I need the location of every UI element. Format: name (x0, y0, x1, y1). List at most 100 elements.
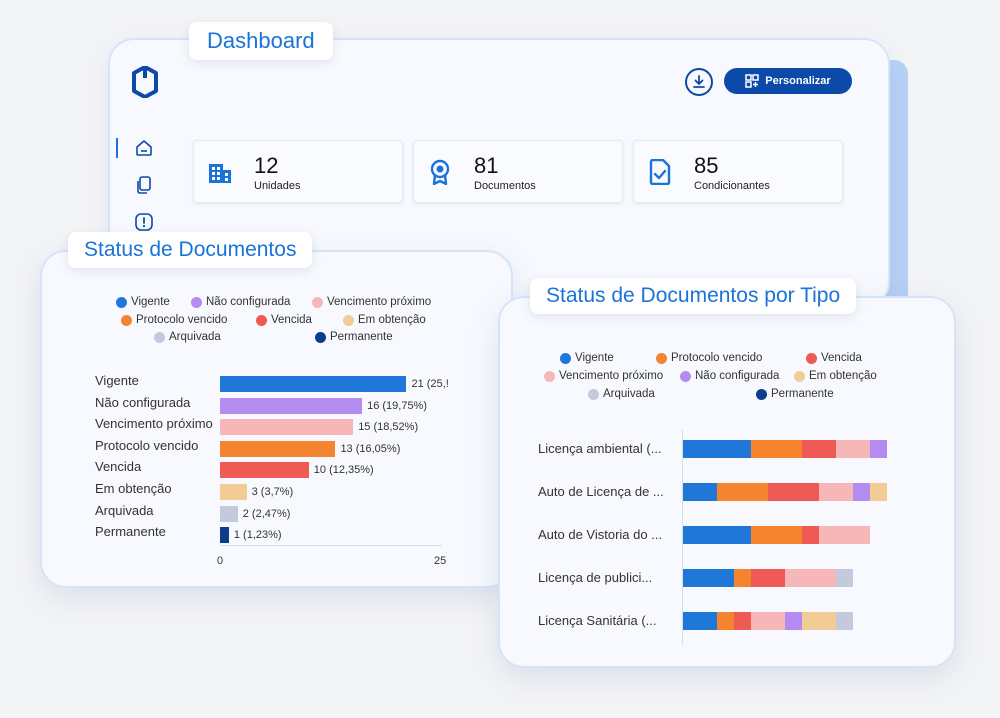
stat-card-condicionantes[interactable]: 85 Condicionantes (633, 140, 843, 203)
bar-nao-configurada (220, 397, 363, 414)
bar-segment-nao-configurada (870, 440, 887, 458)
bar-segment-vigente (683, 440, 751, 458)
legend-dot (315, 331, 326, 343)
bar-label-vencimento-proximo: Vencimento próximo (95, 416, 213, 432)
legend-label: Protocolo vencido (136, 314, 228, 326)
download-button[interactable] (685, 68, 713, 96)
legend-dot (656, 352, 667, 364)
status-panel-title: Status de Documentos (68, 232, 313, 268)
category-label: Licença ambiental (... (538, 441, 662, 456)
legend-dot (794, 370, 805, 382)
bar-segment-vencida (802, 526, 819, 544)
stat-card-documentos[interactable]: 81 Documentos (413, 140, 623, 203)
bar-value-label: 3 (3,7%) (251, 486, 294, 498)
legend-label: Vigente (131, 296, 170, 308)
legend-dot (588, 388, 599, 400)
page-title: Dashboard (189, 22, 333, 60)
legend-label: Protocolo vencido (671, 352, 763, 364)
documents-icon[interactable] (134, 175, 154, 195)
bar-value-label: 16 (19,75%) (367, 399, 428, 412)
type-panel-title: Status de Documentos por Tipo (530, 278, 857, 314)
bar-segment-vencimento-proximo (785, 569, 836, 587)
bar-label-arquivada: Arquivada (95, 502, 154, 518)
bar-label-nao-configurada: Não configurada (95, 394, 191, 410)
legend-item-protocolo-vencido: Protocolo vencido (656, 352, 762, 364)
bar-vencimento-proximo (220, 419, 354, 436)
legend-item-nao-configurada: Não configurada (680, 370, 779, 382)
legend-dot (756, 388, 767, 400)
bar-value-label: 13 (16,05%) (340, 442, 401, 455)
bar-segment-vigente (683, 483, 717, 501)
stat-card-unidades[interactable]: 12 Unidades (193, 140, 403, 203)
legend-item-vencimento-proximo: Vencimento próximo (312, 296, 431, 308)
legend-label: Vencimento próximo (327, 296, 432, 308)
bar-em-obtencao (220, 484, 247, 500)
legend-dot (256, 314, 267, 326)
x-axis-tick: 25 (434, 555, 447, 567)
bar-label-vencida: Vencida (95, 459, 142, 475)
legend-dot (191, 296, 202, 308)
y-axis-line (682, 430, 683, 645)
legend-label: Permanente (330, 331, 393, 343)
bar-label-permanente: Permanente (95, 524, 166, 540)
bar-segment-arquivada (836, 569, 853, 587)
legend-label: Arquivada (603, 388, 655, 400)
bar-segment-protocolo-vencido (717, 612, 734, 630)
bar-vigente (220, 376, 407, 392)
bar-label-em-obtencao: Em obtenção (95, 481, 172, 496)
legend-label: Não configurada (206, 296, 291, 308)
bar-segment-vencimento-proximo (819, 526, 870, 544)
bar-segment-protocolo-vencido (734, 569, 751, 587)
bar-segment-vigente (683, 569, 734, 587)
legend-label: Em obtenção (358, 314, 426, 326)
x-axis-tick: 0 (217, 555, 224, 567)
bar-segment-protocolo-vencido (717, 483, 768, 501)
legend-dot (121, 314, 132, 326)
bar-segment-arquivada (836, 612, 853, 630)
legend-dot (544, 370, 555, 382)
legend-item-em-obtencao: Em obtenção (794, 370, 877, 382)
category-label: Auto de Licença de ... (538, 484, 664, 499)
grid-plus-icon (745, 74, 760, 88)
legend-item-vencimento-proximo: Vencimento próximo (544, 370, 663, 382)
building-icon (209, 164, 231, 183)
legend-item-arquivada: Arquivada (588, 388, 655, 400)
bar-arquivada (220, 505, 238, 522)
stat-label: Unidades (254, 180, 301, 192)
bar-segment-vencida (734, 612, 751, 630)
x-axis-line (220, 545, 442, 546)
legend-label: Em obtenção (809, 370, 877, 382)
legend-dot (312, 296, 323, 308)
legend-item-vencida: Vencida (806, 352, 862, 364)
bar-segment-nao-configurada (785, 612, 802, 630)
personalize-button[interactable]: Personalizar (724, 68, 852, 94)
legend-label: Vencimento próximo (559, 370, 664, 382)
bar-value-label: 15 (18,52%) (358, 421, 419, 434)
bar-label-protocolo-vencido: Protocolo vencido (95, 437, 199, 453)
bar-segment-vigente (683, 612, 717, 630)
alert-icon[interactable] (134, 212, 154, 232)
badge-icon (430, 159, 450, 185)
stat-label: Documentos (474, 180, 536, 192)
bar-protocolo-vencido (220, 440, 336, 457)
legend-item-protocolo-vencido: Protocolo vencido (121, 314, 227, 326)
bar-label-vigente: Vigente (95, 373, 139, 388)
category-label: Auto de Vistoria do ... (538, 527, 663, 542)
home-icon[interactable] (134, 138, 154, 158)
legend-label: Não configurada (695, 370, 780, 382)
legend-dot (560, 352, 571, 364)
category-label: Licença de publici... (538, 570, 653, 585)
bar-value-label: 2 (2,47%) (242, 507, 291, 520)
legend-item-em-obtencao: Em obtenção (343, 314, 426, 326)
bar-segment-vencimento-proximo (751, 612, 785, 630)
legend-dot (343, 314, 354, 326)
bar-segment-em-obtencao (870, 483, 887, 501)
bar-segment-vencida (768, 483, 819, 501)
category-label: Licença Sanitária (... (538, 613, 657, 628)
legend-item-vencida: Vencida (256, 314, 312, 326)
legend-item-nao-configurada: Não configurada (191, 296, 290, 308)
bar-segment-vencida (802, 440, 836, 458)
legend-dot (154, 331, 165, 343)
legend-label: Permanente (771, 388, 834, 400)
bar-value-label: 1 (1,23%) (233, 529, 282, 542)
